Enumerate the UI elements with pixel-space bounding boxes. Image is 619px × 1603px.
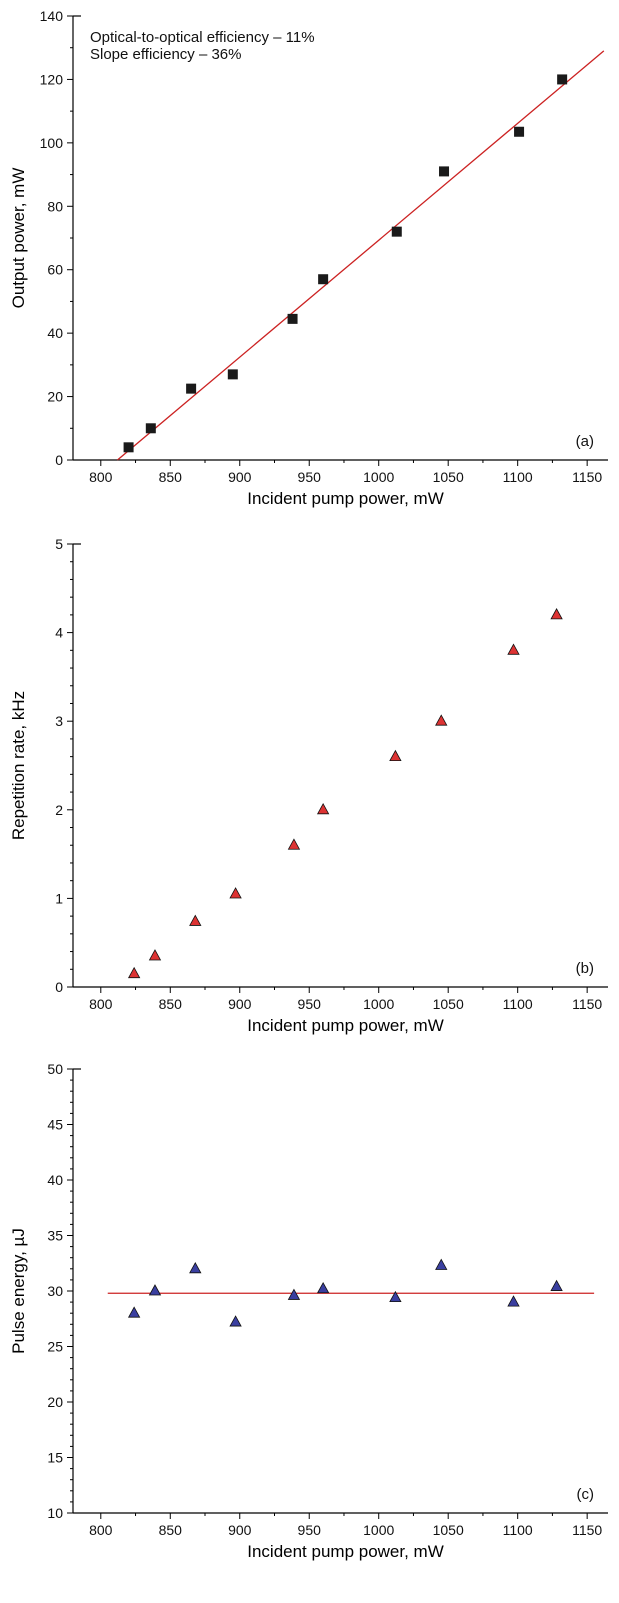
fit-line	[117, 50, 605, 461]
x-tick-label: 1150	[572, 996, 602, 1012]
x-tick-label: 800	[89, 1522, 113, 1538]
data-point	[435, 1258, 448, 1270]
data-point	[316, 802, 330, 815]
x-tick-label: 1100	[503, 469, 533, 485]
data-point	[189, 914, 202, 926]
x-tick-label: 1050	[433, 1522, 464, 1538]
data-point	[316, 1281, 330, 1294]
y-tick-label: 20	[47, 1394, 63, 1410]
x-axis-title: Incident pump power, mW	[247, 489, 444, 508]
y-tick-label: 50	[47, 1061, 63, 1077]
data-point	[229, 887, 242, 899]
y-tick-label: 45	[47, 1117, 63, 1133]
y-tick-label: 35	[47, 1228, 63, 1244]
x-tick-label: 850	[159, 469, 183, 485]
y-tick-label: 25	[47, 1339, 63, 1355]
x-tick-label: 900	[228, 469, 252, 485]
data-point	[550, 1279, 563, 1291]
x-tick-label: 1100	[503, 996, 533, 1012]
data-point	[507, 1295, 520, 1307]
x-tick-label: 800	[89, 469, 113, 485]
annotation-text: Optical-to-optical efficiency – 11%	[90, 29, 315, 46]
y-tick-label: 60	[47, 262, 63, 278]
y-tick-label: 0	[55, 979, 63, 995]
y-axis-title: Pulse energy, µJ	[9, 1228, 28, 1354]
data-point	[550, 608, 563, 620]
x-axis-title: Incident pump power, mW	[247, 1016, 444, 1035]
x-tick-label: 850	[159, 1522, 183, 1538]
y-tick-label: 15	[47, 1450, 63, 1466]
data-point	[439, 166, 450, 177]
y-tick-label: 4	[55, 625, 63, 641]
data-point	[435, 714, 448, 726]
x-tick-label: 1050	[433, 996, 464, 1012]
data-point	[287, 838, 301, 850]
x-tick-label: 950	[298, 469, 322, 485]
data-point	[389, 749, 402, 762]
panel-label: (c)	[577, 1486, 595, 1503]
y-tick-label: 80	[47, 198, 63, 214]
data-point	[123, 442, 134, 453]
data-point	[287, 313, 298, 324]
data-point	[227, 369, 238, 380]
data-point	[186, 383, 197, 394]
x-tick-label: 850	[159, 996, 183, 1012]
x-tick-label: 1000	[363, 1522, 394, 1538]
y-tick-label: 40	[47, 325, 63, 341]
data-point	[148, 1284, 162, 1296]
y-tick-label: 100	[40, 135, 64, 151]
data-point	[189, 1261, 202, 1274]
data-point	[127, 966, 141, 979]
y-tick-label: 140	[40, 8, 64, 24]
x-tick-label: 1100	[503, 1522, 533, 1538]
y-axis-title: Repetition rate, kHz	[9, 691, 28, 840]
y-tick-label: 120	[40, 71, 64, 87]
panel-label: (b)	[576, 960, 594, 977]
x-tick-label: 950	[298, 996, 322, 1012]
x-tick-label: 1150	[572, 1522, 602, 1538]
chart-panel-3: 800 850 900 950 1000 1050 1100 1150 10 15 20 25 30 35…	[9, 1061, 608, 1561]
x-tick-label: 900	[228, 1522, 252, 1538]
y-tick-label: 2	[55, 802, 63, 818]
data-point	[389, 1290, 402, 1303]
x-tick-label: 1150	[572, 469, 602, 485]
annotation-text: Slope efficiency – 36%	[90, 46, 242, 63]
y-tick-label: 30	[47, 1283, 63, 1299]
x-tick-label: 1000	[363, 996, 394, 1012]
data-point	[145, 423, 156, 434]
x-tick-label: 900	[228, 996, 252, 1012]
y-tick-label: 3	[55, 713, 63, 729]
y-tick-label: 20	[47, 389, 63, 405]
x-axis-title: Incident pump power, mW	[247, 1542, 444, 1561]
data-point	[514, 126, 525, 137]
y-tick-label: 10	[47, 1505, 63, 1521]
x-tick-label: 1000	[363, 469, 394, 485]
x-tick-label: 950	[298, 1522, 322, 1538]
y-tick-label: 40	[47, 1172, 63, 1188]
y-axis-title: Output power, mW	[9, 168, 28, 309]
x-tick-label: 1050	[433, 469, 464, 485]
y-tick-label: 5	[55, 536, 63, 552]
data-point	[287, 1288, 301, 1300]
panel-label: (a)	[576, 433, 594, 450]
chart-panel-1: 800 850 900 950 1000 1050 1100 1150 0 20 40 60 80 100…	[9, 8, 608, 508]
data-point	[318, 274, 329, 285]
chart-panel-2: 800 850 900 950 1000 1050 1100 1150 0 1 2 3 4 5 Incide…	[9, 536, 608, 1035]
y-tick-label: 1	[55, 890, 63, 906]
y-tick-label: 0	[55, 452, 63, 468]
data-point	[557, 74, 568, 85]
x-tick-label: 800	[89, 996, 113, 1012]
data-point	[127, 1306, 141, 1318]
data-point	[507, 643, 520, 655]
data-point	[391, 226, 402, 237]
data-point	[148, 949, 162, 961]
data-point	[229, 1315, 242, 1327]
